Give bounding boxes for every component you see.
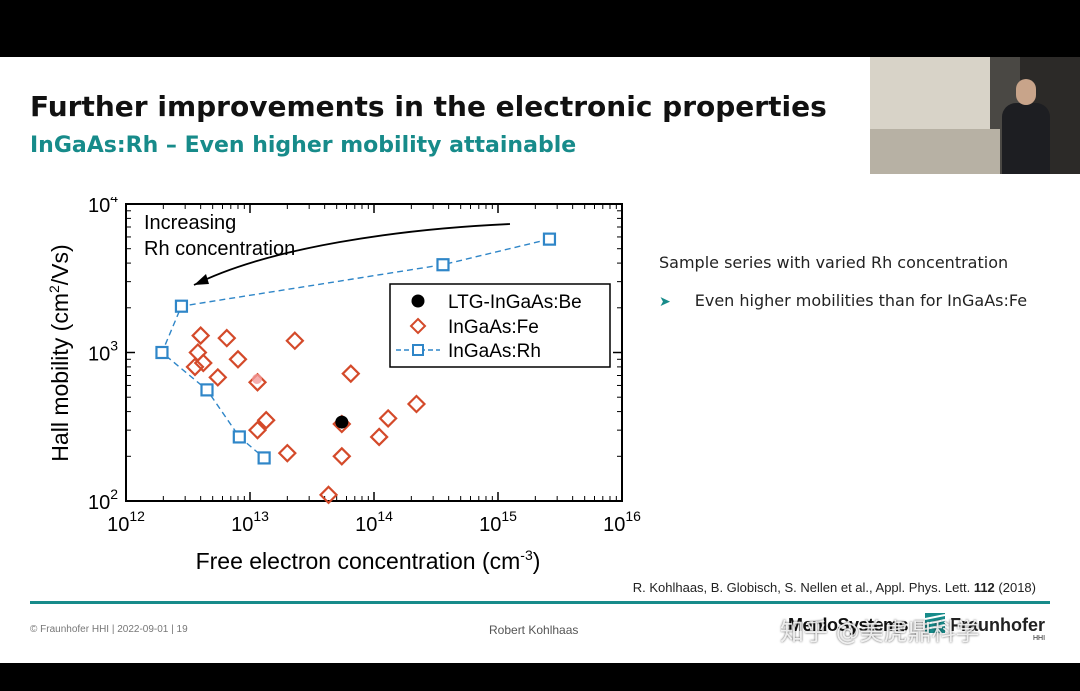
footer-divider [30,601,1050,604]
fraunhofer-logo-icon [925,613,945,633]
legend-marker-rh [412,344,424,356]
fraunhofer-logo-text: Fraunhofer [950,615,1046,635]
laser-pointer-dot [252,374,262,384]
mobility-chart: 1012 1013 1014 1015 1016 102 103 104 Free elec… [46,197,641,574]
legend-label-rh: InGaAs:Rh [448,341,541,362]
fe-data-point [332,446,352,466]
y-tick-label: 102 [88,486,118,514]
be-data-point [335,415,349,429]
bullet-item: ➤ Even higher mobilities than for InGaAs:… [659,291,1027,310]
fe-data-point [228,349,248,369]
bullet-arrow-icon: ➤ [659,294,671,310]
slide: Further improvements in the electronic p… [0,57,1080,663]
annotation-rh-concentration: Rh concentration [144,238,295,260]
rh-data-point [200,383,214,397]
rh-data-point [232,430,246,444]
x-tick-label: 1016 [603,508,641,536]
x-tick-labels: 1012 1013 1014 1015 1016 [107,508,641,536]
legend-label-be: LTG-InGaAs:Be [448,292,582,313]
y-tick-label: 104 [88,197,118,217]
legend-label-fe: InGaAs:Fe [448,317,539,338]
rh-data-point [155,345,169,360]
fe-data-point [247,420,268,440]
rh-data-point [174,299,189,313]
y-tick-label: 103 [88,338,118,366]
fe-data-point [277,443,297,463]
fe-data-point [341,364,361,384]
fe-data-point [406,394,427,414]
slide-title: Further improvements in the electronic p… [30,90,827,123]
legend-marker-fe [409,317,427,335]
footer-copyright: © Fraunhofer HHI | 2022-09-01 | 19 [30,624,188,635]
x-tick-label: 1015 [479,508,517,536]
speaker-video-feed [870,57,1080,174]
slide-subtitle: InGaAs:Rh – Even higher mobility attaina… [30,133,577,158]
y-tick-labels: 102 103 104 [88,197,118,514]
x-tick-label: 1014 [355,508,393,536]
reference-citation: R. Kohlhaas, B. Globisch, S. Nellen et a… [632,580,1036,595]
footer-presenter: Robert Kohlhaas [489,623,579,637]
speaker-figure [1002,103,1050,174]
x-tick-label: 1013 [231,508,269,536]
hhi-logo-text: HHI [1033,635,1046,642]
fe-data-point [188,342,208,363]
bullet-text: Even higher mobilities than for InGaAs:F… [694,291,1028,310]
zhihu-watermark: 知乎 @美虎鼎科学 [780,618,980,646]
annotation-increasing: Increasing [144,212,236,234]
legend: LTG-InGaAs:Be InGaAs:Fe InGaAs:Rh [389,283,611,368]
y-axis-label: Hall mobility (cm2/Vs) [46,244,73,461]
axis-ticks [125,203,623,502]
trend-arrow [193,223,511,286]
sample-series-text: Sample series with varied Rh concentrati… [659,253,1009,272]
x-axis-label: Free electron concentration (cm-3) [196,547,541,574]
fe-data-point [318,485,339,505]
trend-arrowhead [194,274,209,285]
data-points [155,232,557,505]
x-tick-label: 1012 [107,508,145,536]
fe-data-point [378,408,398,428]
fe-data-point [369,427,389,447]
rh-data-point [436,258,450,272]
rh-data-point [542,232,557,246]
legend-marker-be [411,294,425,308]
fe-data-point [285,331,305,351]
fe-data-point [191,326,211,346]
fe-data-point [208,367,228,387]
menlosystems-logo: MenloSystems [788,615,909,635]
fe-data-point [256,410,276,430]
rh-data-point [257,451,271,465]
fe-data-point [217,328,237,348]
fe-data-point [185,357,205,377]
